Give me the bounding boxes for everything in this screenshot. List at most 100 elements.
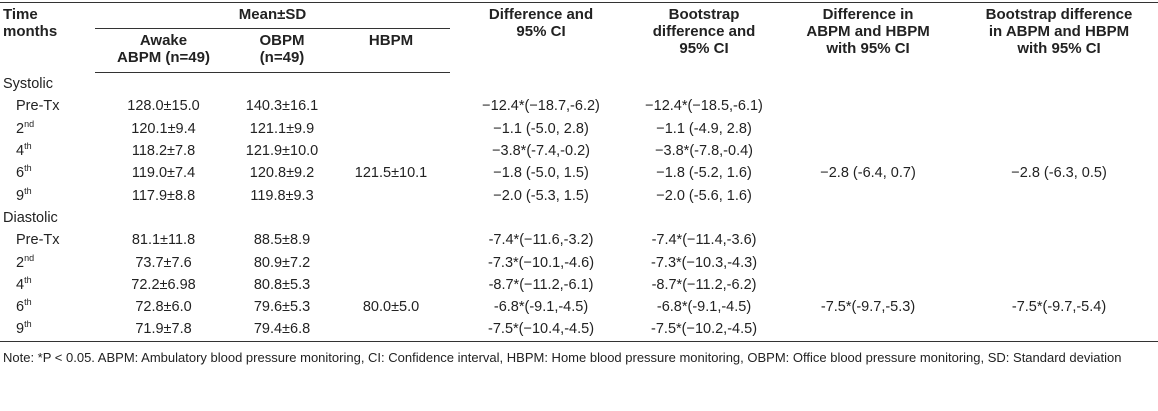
data-row: 6th 72.8±6.0 79.6±5.3 80.0±5.0 -6.8*(-9.1,-4…: [0, 296, 1158, 318]
time-suffix: th: [24, 319, 32, 330]
time-label: 2: [16, 120, 25, 137]
table-header: Time months Mean±SD Difference and 95% CI Boo…: [0, 2, 1158, 73]
empty-cell: [332, 184, 450, 206]
time-label: 9: [16, 321, 25, 338]
value-cell: 121.9±10.0: [245, 143, 319, 160]
value-cell: -7.5*(-9.7,-5.4): [1011, 299, 1107, 316]
data-row: 6th 119.0±7.4 120.8±9.2 121.5±10.1 −1.8 (-5.…: [0, 162, 1158, 184]
empty-cell: [332, 251, 450, 273]
value-cell: -7.5*(-9.7,-5.3): [820, 299, 916, 316]
value-cell: 88.5±8.9: [253, 232, 311, 249]
time-label: 2: [16, 254, 25, 271]
header-line: Difference in: [822, 6, 914, 23]
header-row: Time months Mean±SD Difference and 95% CI Boo…: [0, 2, 1158, 73]
value-cell: −1.8 (-5.0, 1.5): [493, 165, 589, 182]
empty-cell: [776, 229, 960, 251]
empty-cell: [776, 274, 960, 296]
time-cell: 2nd: [0, 118, 95, 140]
empty-cell: [776, 251, 960, 273]
value-cell: 72.2±6.98: [131, 276, 196, 293]
header-cell: Time months: [0, 2, 95, 73]
empty-cell: [960, 229, 1158, 251]
value-cell: −2.8 (-6.4, 0.7): [820, 165, 916, 182]
value-cell: -7.4*(−11.4,-3.6): [651, 232, 757, 249]
table-body: Systolic Pre-Tx 128.0±15.0 140.3±16.1 −12.4*…: [0, 73, 1158, 342]
data-row: 4th 72.2±6.98 80.8±5.3 -8.7*(−11.2,-6.1) -8.…: [0, 274, 1158, 296]
value-cell: 80.0±5.0: [362, 299, 420, 316]
value-cell: 120.1±9.4: [131, 120, 196, 137]
section-label: Diastolic: [3, 209, 58, 226]
value-cell: -6.8*(-9.1,-4.5): [493, 299, 589, 316]
header-line: months: [3, 23, 58, 40]
value-cell: -7.4*(−11.6,-3.2): [488, 232, 594, 249]
value-cell: −2.0 (-5.6, 1.6): [656, 187, 752, 204]
value-cell: −2.8 (-6.3, 0.5): [1011, 165, 1107, 182]
section-row: Diastolic: [0, 207, 1158, 229]
header-line: in ABPM and HBPM: [988, 23, 1130, 40]
value-cell: 119.0±7.4: [131, 165, 196, 182]
time-cell: 4th: [0, 274, 95, 296]
header-cell: Bootstrap difference and 95% CI: [632, 2, 777, 73]
header-cell: Difference in ABPM and HBPM with 95% CI: [776, 2, 961, 73]
section-label: Systolic: [3, 76, 53, 93]
empty-cell: [960, 184, 1158, 206]
time-label: 4: [16, 276, 25, 293]
time-cell: 2nd: [0, 251, 95, 273]
value-cell: 121.1±9.9: [249, 120, 315, 137]
header-line: HBPM: [368, 32, 414, 49]
time-suffix: nd: [24, 252, 35, 263]
data-row: 2nd 120.1±9.4 121.1±9.9 −1.1 (-5.0, 2.8) −1.…: [0, 118, 1158, 140]
time-suffix: nd: [24, 118, 35, 129]
value-cell: -6.8*(-9.1,-4.5): [656, 299, 752, 316]
data-row: 9th 117.9±8.8 119.8±9.3 −2.0 (-5.3, 1.5) −2.…: [0, 184, 1158, 206]
time-label: 4: [16, 143, 25, 160]
header-line: Awake: [139, 32, 188, 49]
value-cell: 140.3±16.1: [245, 98, 319, 115]
value-cell: -8.7*(−11.2,-6.2): [651, 276, 757, 293]
data-row: Pre-Tx 81.1±11.8 88.5±8.9 -7.4*(−11.6,-3.2)…: [0, 229, 1158, 251]
value-cell: 81.1±11.8: [131, 232, 196, 249]
value-cell: 79.6±5.3: [253, 299, 311, 316]
empty-cell: [776, 95, 960, 117]
empty-cell: [776, 118, 960, 140]
value-cell: −3.8*(-7.4,-0.2): [492, 143, 590, 160]
value-cell: 80.8±5.3: [253, 276, 311, 293]
value-cell: 119.8±9.3: [250, 187, 314, 204]
value-cell: −1.1 (-5.0, 2.8): [493, 120, 589, 137]
header-line: (n=49): [259, 49, 305, 66]
table-note: Note: *P < 0.05. ABPM: Ambulatory blood …: [3, 349, 1122, 365]
time-cell: Pre-Tx: [0, 95, 95, 117]
time-label: 6: [16, 299, 25, 316]
time-suffix: th: [24, 297, 32, 308]
header-line: with 95% CI: [1017, 40, 1101, 57]
value-cell: −1.8 (-5.2, 1.6): [656, 165, 752, 182]
empty-cell: [960, 318, 1158, 342]
header-cell: HBPM: [332, 28, 451, 73]
time-cell: 4th: [0, 140, 95, 162]
time-label: 9: [16, 187, 25, 204]
data-row: 4th 118.2±7.8 121.9±10.0 −3.8*(-7.4,-0.2) −3…: [0, 140, 1158, 162]
value-cell: 128.0±15.0: [127, 98, 200, 115]
header-line: Difference and: [488, 6, 594, 23]
value-cell: −1.1 (-4.9, 2.8): [656, 120, 752, 137]
value-cell: −12.4*(−18.7,-6.2): [482, 98, 600, 115]
value-cell: 121.5±10.1: [354, 165, 428, 182]
value-cell: 120.8±9.2: [249, 165, 315, 182]
value-cell: 118.2±7.8: [131, 143, 196, 160]
header-line: Bootstrap difference: [985, 6, 1133, 23]
value-cell: 79.4±6.8: [232, 318, 332, 342]
time-suffix: th: [24, 163, 32, 174]
time-label: Pre-Tx: [16, 98, 60, 115]
header-row: Awake ABPM (n=49) OBPM (n=49) HBPM: [0, 28, 1158, 73]
value-cell: −12.4*(−18.5,-6.1): [645, 98, 763, 115]
time-suffix: th: [24, 141, 32, 152]
value-cell: 72.8±6.0: [135, 299, 192, 316]
header-line: with 95% CI: [826, 40, 910, 57]
time-suffix: th: [24, 274, 32, 285]
empty-cell: [776, 318, 961, 342]
empty-cell: [332, 274, 450, 296]
time-cell: 9th: [0, 318, 95, 342]
header-line: ABPM (n=49): [117, 49, 210, 66]
time-cell: 9th: [0, 184, 95, 206]
